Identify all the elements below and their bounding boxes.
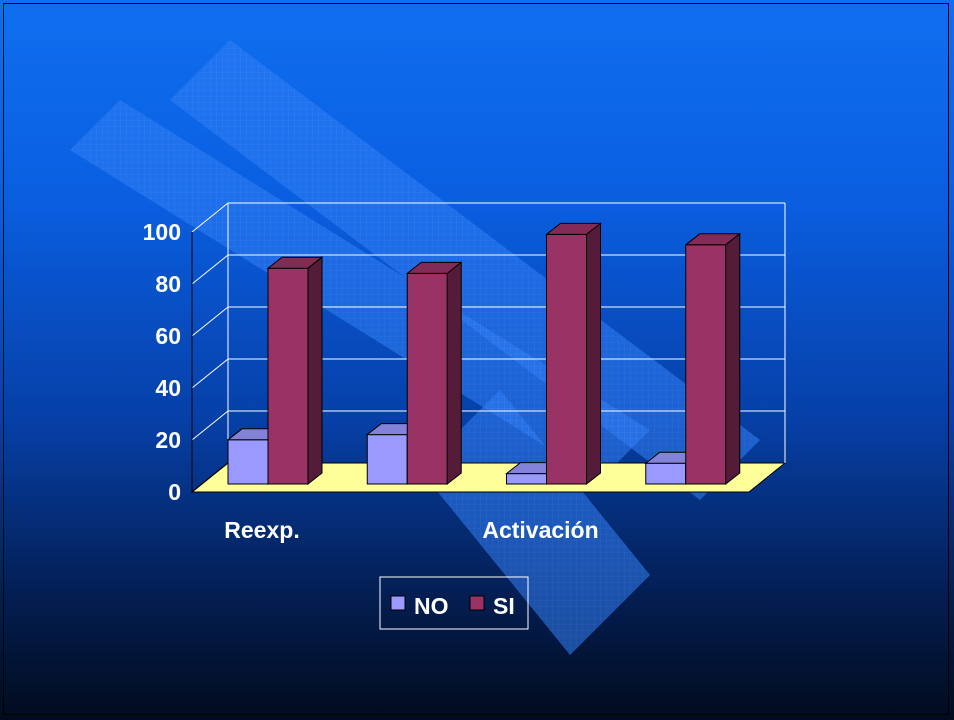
y-tick-label: 60	[155, 323, 181, 349]
x-tick-label: Reexp.	[224, 517, 299, 543]
bar-front	[366, 434, 408, 485]
decor-band	[170, 40, 760, 500]
gridline-side	[191, 306, 229, 337]
bar-si	[684, 232, 742, 486]
bar-front	[685, 244, 727, 485]
bar-si	[545, 222, 602, 486]
bar-group	[226, 222, 742, 486]
legend-swatch-si	[469, 595, 485, 611]
axis-line	[191, 462, 229, 493]
y-axis-tick-labels: 0 20 40 60 80 100	[143, 219, 181, 505]
x-axis-category-labels: Reexp. Activación	[224, 517, 598, 543]
y-tick-label: 20	[155, 427, 181, 453]
x-tick-label: Activación	[482, 517, 598, 543]
gridline-side	[191, 410, 229, 441]
background-decor	[70, 40, 760, 655]
bar-side	[586, 222, 601, 486]
y-tick-label: 0	[168, 479, 181, 505]
bar-front	[406, 272, 448, 485]
bar-side	[725, 232, 741, 486]
y-tick-label: 100	[143, 219, 181, 245]
bar-front	[546, 233, 587, 485]
legend-box	[379, 576, 529, 630]
legend: NO SI	[379, 576, 529, 630]
bar-si	[266, 256, 324, 486]
bar-front	[267, 267, 309, 485]
y-tick-label: 40	[155, 375, 181, 401]
bar-front	[506, 473, 547, 485]
gridline-side	[191, 358, 229, 389]
legend-label-si: SI	[493, 593, 515, 619]
bar-si	[405, 261, 463, 486]
gridline-side	[191, 254, 229, 285]
bar-front	[227, 439, 269, 485]
legend-swatch-no	[390, 595, 406, 611]
gridline-side	[191, 202, 229, 233]
bar-front	[645, 462, 687, 485]
legend-label-no: NO	[414, 593, 449, 619]
bar-side	[446, 261, 462, 486]
decor-band	[70, 100, 650, 480]
y-tick-label: 80	[155, 271, 181, 297]
bar-side	[307, 256, 323, 486]
decor-band	[420, 390, 650, 655]
